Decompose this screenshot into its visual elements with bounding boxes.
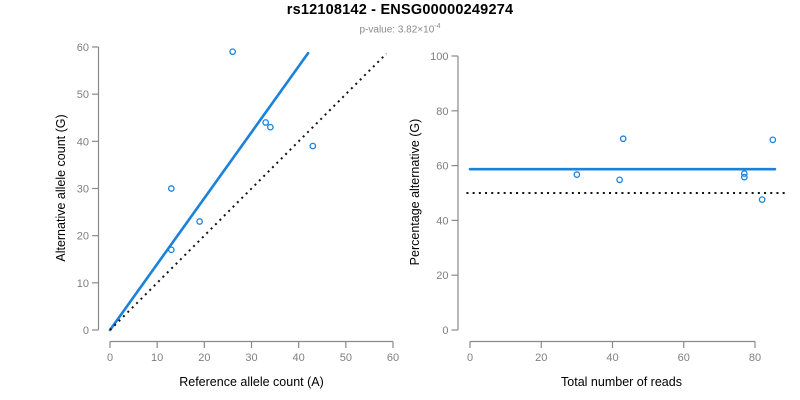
x-tick-label: 40 <box>606 352 618 364</box>
data-point <box>758 196 766 203</box>
y-tick-label: 60 <box>77 42 89 54</box>
x-axis-title: Reference allele count (A) <box>179 375 324 389</box>
x-tick-label: 80 <box>749 352 761 364</box>
y-axis-title: Alternative allele count (G) <box>54 114 68 261</box>
pvalue-value: 3.82×10 <box>397 24 435 36</box>
x-tick-label: 30 <box>245 352 257 364</box>
x-tick-label: 0 <box>467 352 473 364</box>
plot-title: rs12108142 - ENSG00000249274 <box>286 2 514 18</box>
x-tick-label: 60 <box>678 352 690 364</box>
y-tick-label: 20 <box>436 270 448 282</box>
x-tick-label: 40 <box>293 352 305 364</box>
y-axis-title: Percentage alternative (G) <box>408 119 422 266</box>
y-tick-label: 0 <box>83 325 89 337</box>
percentage-reads-plot: 0 20 40 60 80 100 0 20 40 60 80 Total number of rea… <box>408 51 789 389</box>
allele-counts-plot: 0 10 20 30 40 50 60 0 10 20 30 40 50 60 Reference alle… <box>54 42 399 389</box>
x-tick-label: 0 <box>107 352 113 364</box>
x-tick-label: 50 <box>340 352 352 364</box>
y-tick-label: 60 <box>436 161 448 173</box>
data-point <box>769 136 777 144</box>
data-point <box>616 176 623 184</box>
data-point <box>573 171 581 178</box>
x-axis-title: Total number of reads <box>561 375 682 389</box>
data-point <box>740 173 748 181</box>
pvalue-exponent: -4 <box>434 23 441 30</box>
fit-line <box>108 51 310 332</box>
y-tick-label: 40 <box>436 215 448 227</box>
pvalue-label: p-value: <box>359 24 396 36</box>
identity-line <box>109 52 388 331</box>
y-tick-label: 50 <box>77 89 89 101</box>
x-tick-label: 10 <box>151 352 163 364</box>
data-point <box>267 123 274 131</box>
data-point <box>196 218 203 225</box>
y-tick-label: 80 <box>436 106 448 118</box>
data-point <box>229 48 236 56</box>
y-tick-label: 40 <box>77 136 89 148</box>
data-point <box>619 135 627 143</box>
plot-subtitle: p-value: 3.82×10-4 <box>0 23 800 35</box>
data-point <box>262 119 270 126</box>
y-tick-label: 10 <box>77 278 89 290</box>
data-point <box>167 185 175 192</box>
y-tick-label: 20 <box>77 231 89 243</box>
y-tick-label: 0 <box>442 325 448 337</box>
y-tick-label: 100 <box>430 51 448 63</box>
data-point <box>167 246 175 254</box>
x-tick-label: 60 <box>387 352 399 364</box>
x-tick-label: 20 <box>198 352 210 364</box>
data-point <box>309 142 317 150</box>
data-point <box>740 170 748 177</box>
y-tick-label: 30 <box>77 183 89 195</box>
x-tick-label: 20 <box>535 352 547 364</box>
